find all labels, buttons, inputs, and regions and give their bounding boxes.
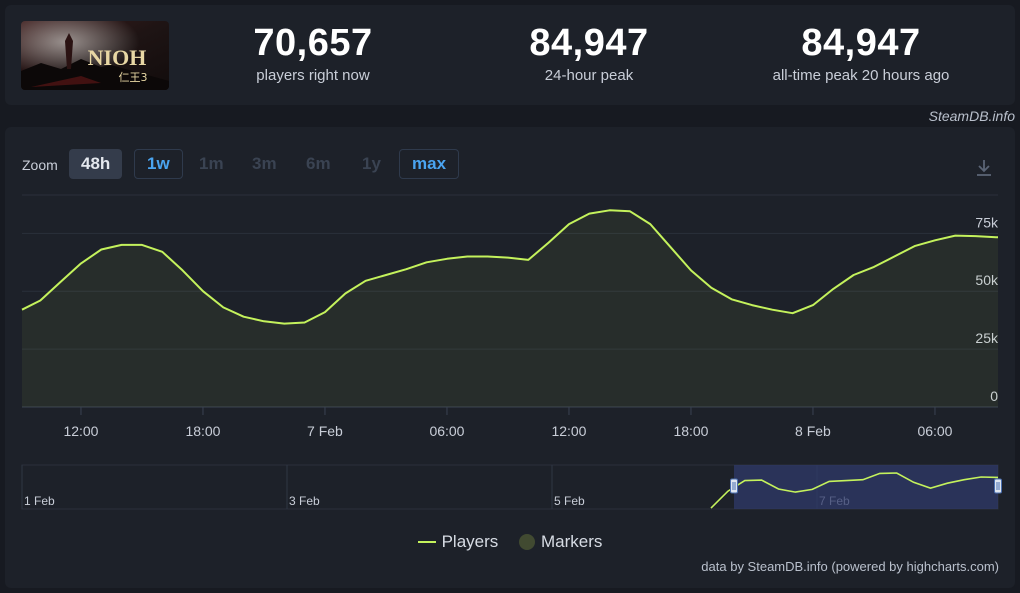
chart-panel: Zoom 48h 1w 1m 3m 6m 1y max 0 25k 50k 75k 12…: [5, 127, 1015, 588]
x-tick-label: 18:00: [673, 423, 708, 439]
navigator-date-label: 5 Feb: [554, 494, 585, 508]
stat-all-time-peak: 84,947 all-time peak 20 hours ago: [751, 21, 971, 85]
x-tick-label: 12:00: [551, 423, 586, 439]
navigator-selection: [734, 465, 998, 509]
navigator-handle-right: [994, 478, 1002, 494]
y-tick-label: 50k: [975, 272, 999, 288]
legend-label-markers: Markers: [541, 531, 603, 551]
x-tick-label: 12:00: [63, 423, 98, 439]
stat-current-players: 70,657 players right now: [203, 21, 423, 85]
legend-line-icon: [417, 541, 436, 544]
chart-credits[interactable]: data by SteamDB.info (powered by highcha…: [701, 559, 999, 574]
chart-legend: Players Markers: [5, 531, 1015, 552]
player-chart[interactable]: 0 25k 50k 75k 12:00 18:00 7 Feb 06:00 12:00 18:00…: [5, 187, 1015, 447]
x-tick-label: 7 Feb: [307, 423, 343, 439]
stat-label: 24-hour peak: [544, 67, 634, 84]
stat-value: 70,657: [253, 22, 373, 64]
zoom-label: Zoom: [22, 157, 58, 173]
legend-item-players[interactable]: Players: [417, 531, 499, 552]
series-line-players: [21, 209, 998, 325]
zoom-1y-button[interactable]: 1y: [362, 154, 381, 173]
legend-dot-icon: [519, 534, 535, 551]
stat-label: players right now: [256, 67, 370, 84]
stats-panel: NIOH 仁王3 70,657 players right now 84,947…: [5, 5, 1015, 105]
stat-value: 84,947: [529, 22, 649, 64]
y-tick-label: 25k: [975, 330, 999, 346]
x-tick-label: 18:00: [185, 423, 220, 439]
y-tick-label: 75k: [975, 214, 999, 230]
navigator-date-label: 1 Feb: [24, 494, 55, 508]
navigator-date-label: 3 Feb: [289, 494, 320, 508]
stat-24h-peak: 84,947 24-hour peak: [479, 21, 699, 85]
game-thumbnail[interactable]: NIOH 仁王3: [21, 21, 169, 90]
zoom-max-button[interactable]: max: [399, 149, 460, 179]
y-tick-label: 0: [990, 388, 998, 404]
navigator-handle-left: [730, 478, 738, 494]
zoom-1w-button[interactable]: 1w: [134, 149, 183, 179]
navigator-series-line: [710, 472, 999, 509]
x-tick-label: 8 Feb: [795, 423, 831, 439]
stat-label: all-time peak 20 hours ago: [772, 67, 950, 84]
x-tick-label: 06:00: [429, 423, 464, 439]
series-area: [22, 210, 998, 407]
zoom-6m-button[interactable]: 6m: [306, 154, 331, 173]
stat-value: 84,947: [801, 22, 921, 64]
legend-item-markers[interactable]: Markers: [519, 532, 602, 552]
zoom-3m-button[interactable]: 3m: [252, 154, 277, 173]
legend-label-players: Players: [441, 531, 499, 551]
download-icon[interactable]: [973, 157, 995, 179]
zoom-1m-button[interactable]: 1m: [199, 154, 224, 173]
x-tick-label: 06:00: [917, 423, 952, 439]
zoom-48h-button[interactable]: 48h: [69, 149, 123, 179]
game-logo-subtext: 仁王3: [119, 71, 148, 84]
source-tag[interactable]: SteamDB.info: [928, 108, 1015, 124]
game-logo-text: NIOH: [88, 45, 147, 70]
